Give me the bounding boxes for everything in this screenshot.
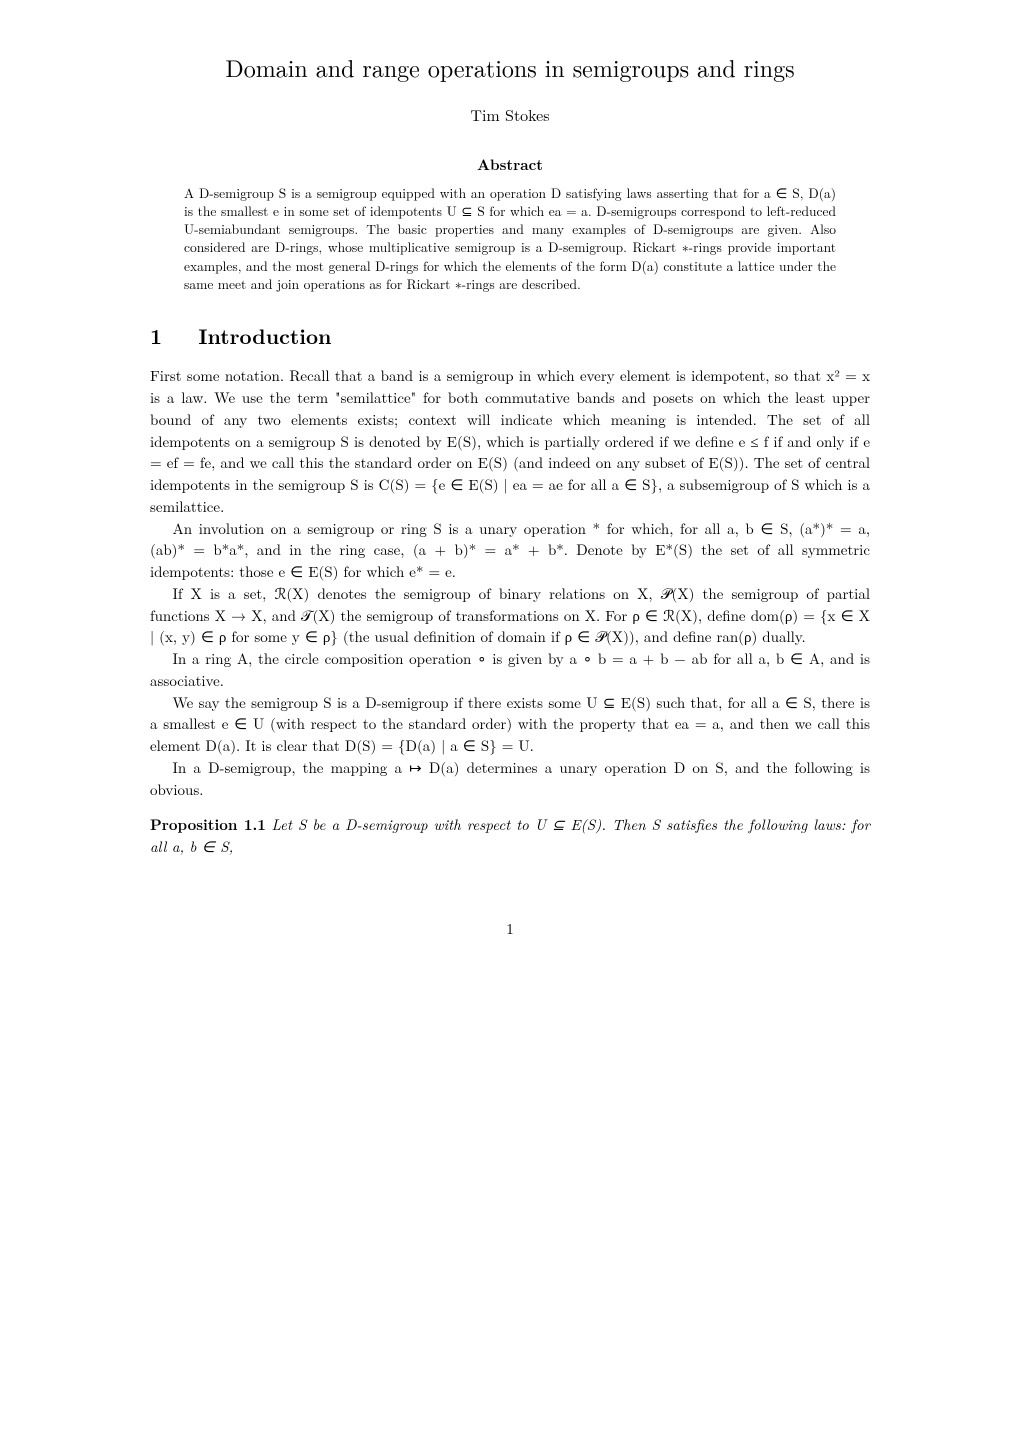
proposition-label: Proposition 1.1 [150, 814, 266, 835]
abstract-heading: Abstract [150, 154, 870, 176]
section-title: Introduction [198, 321, 331, 351]
paragraph-1: First some notation. Recall that a band … [150, 365, 870, 517]
proposition-1-1: Proposition 1.1 Let S be a D-semigroup w… [150, 814, 870, 858]
paragraph-2: An involution on a semigroup or ring S i… [150, 518, 870, 583]
section-number: 1 [150, 321, 162, 351]
section-heading: 1 Introduction [150, 321, 870, 351]
paragraph-3: If X is a set, ℛ(X) denotes the semigrou… [150, 583, 870, 648]
abstract-text: A D-semigroup S is a semigroup equipped … [184, 184, 836, 293]
paragraph-4: In a ring A, the circle composition oper… [150, 648, 870, 692]
paragraph-6: In a D-semigroup, the mapping a ↦ D(a) d… [150, 757, 870, 801]
paragraph-5: We say the semigroup S is a D-semigroup … [150, 692, 870, 757]
author-name: Tim Stokes [150, 103, 870, 126]
paper-title: Domain and range operations in semigroup… [150, 50, 870, 85]
page-number: 1 [150, 918, 870, 940]
